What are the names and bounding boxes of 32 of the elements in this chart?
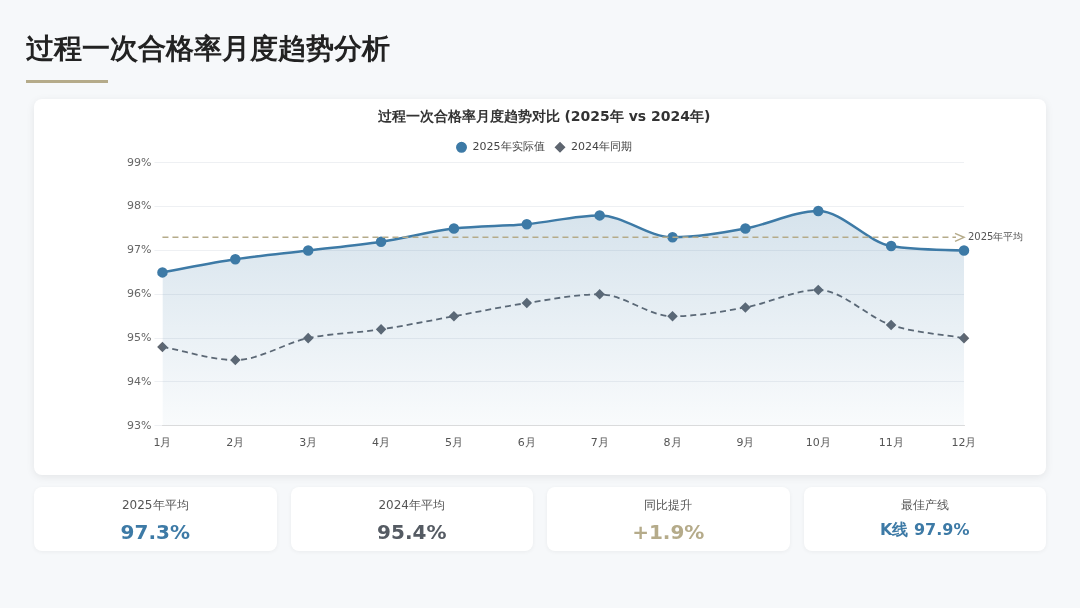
text: 最佳产线 [899, 497, 950, 514]
y-tick-label: 95% [127, 330, 152, 344]
x-tick-label: 10月 [805, 436, 831, 450]
text: 同比提升 [643, 497, 694, 514]
x-tick-label: 5月 [444, 436, 463, 450]
x-tick-label: 2月 [226, 436, 245, 450]
legend-label: 2025年实际值 [472, 140, 545, 154]
ref-line-label: 2025年平均 [968, 230, 1024, 242]
text: 2024年平均 [377, 497, 446, 514]
text: +1.9% [631, 520, 706, 544]
x-tick-label: 3月 [299, 436, 318, 450]
y-tick-label: 93% [127, 418, 152, 432]
x-tick-label: 7月 [590, 436, 609, 450]
x-tick-label: 4月 [372, 436, 391, 450]
y-tick-label: 97% [127, 243, 152, 257]
x-tick-label: 11月 [878, 436, 904, 450]
x-tick-label: 6月 [517, 436, 536, 450]
x-tick-label: 12月 [951, 436, 977, 450]
x-tick-label: 9月 [736, 436, 755, 450]
y-tick-label: 99% [127, 155, 152, 169]
y-tick-label: 98% [127, 199, 152, 213]
chart-subtitle: 过程一次合格率月度趋势对比 (2025年 vs 2024年) [376, 108, 711, 125]
text: 2025年平均 [120, 497, 190, 514]
x-tick-label: 1月 [153, 436, 172, 450]
y-tick-label: 96% [127, 287, 152, 301]
y-tick-label: 94% [127, 374, 152, 388]
chart-title: 过程一次合格率月度趋势分析 [26, 31, 391, 67]
text: 95.4% [376, 520, 448, 544]
legend-label: 2024年同期 [571, 140, 632, 154]
text: 97.3% [119, 520, 191, 544]
text: K线 97.9% [879, 520, 971, 541]
x-tick-label: 8月 [663, 436, 682, 450]
